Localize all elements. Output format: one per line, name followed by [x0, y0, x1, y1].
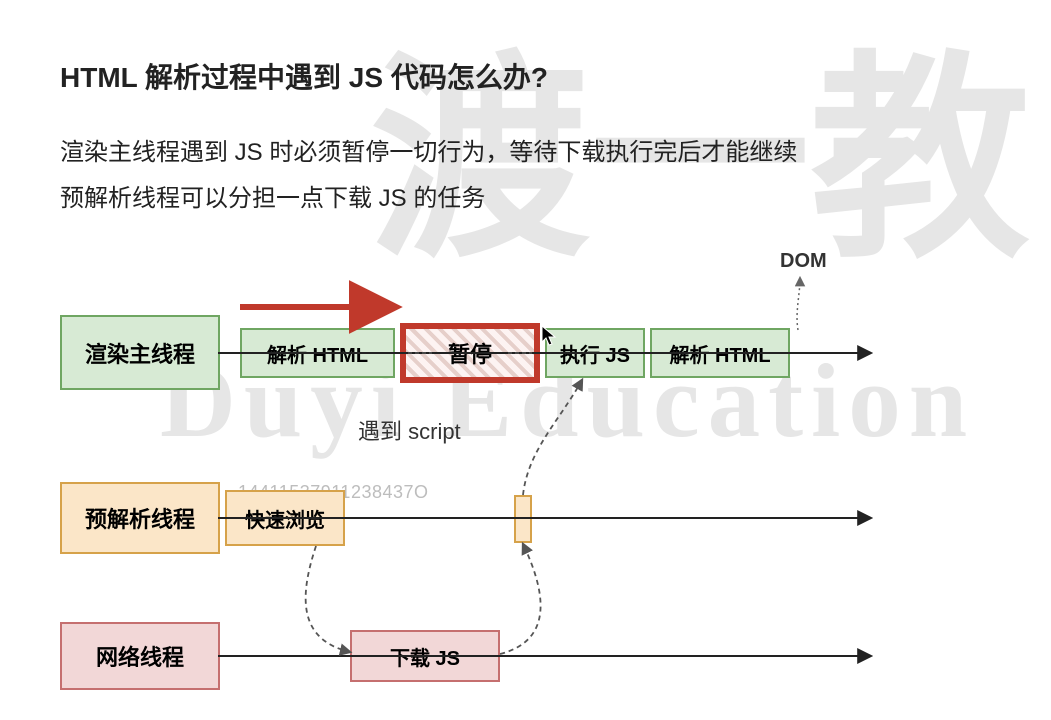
conn-tiny-to-exec [523, 380, 582, 495]
render-parse-html-1: 解析 HTML [240, 328, 395, 378]
diagram-root: 渡一教 Duyi Education HTML 解析过程中遇到 JS 代码怎么办… [0, 0, 1051, 720]
render-thread-label: 渲染主线程 [60, 315, 220, 390]
conn-net-to-tiny [500, 544, 541, 654]
subtitle: 渲染主线程遇到 JS 时必须暂停一切行为，等待下载执行完后才能继续 预解析线程可… [60, 130, 797, 221]
preparse-tiny-block [514, 495, 532, 543]
dom-arrow [797, 278, 800, 330]
page-title: HTML 解析过程中遇到 JS 代码怎么办? [60, 56, 548, 96]
subtitle-line1: 渲染主线程遇到 JS 时必须暂停一切行为，等待下载执行完后才能继续 [60, 139, 797, 166]
render-pause-label: 暂停 [444, 337, 496, 369]
network-thread-label: 网络线程 [60, 622, 220, 690]
render-exec-js: 执行 JS [545, 328, 645, 378]
preparse-scan: 快速浏览 [225, 490, 345, 546]
meet-script-label: 遇到 script [358, 414, 461, 446]
render-pause: 暂停 [400, 323, 540, 383]
render-parse-html-2: 解析 HTML [650, 328, 790, 378]
dom-label: DOM [780, 250, 827, 273]
preparse-thread-label: 预解析线程 [60, 482, 220, 554]
subtitle-line2: 预解析线程可以分担一点下载 JS 的任务 [60, 185, 485, 212]
conn-preparse-to-net [306, 546, 350, 652]
network-download-js: 下载 JS [350, 630, 500, 682]
